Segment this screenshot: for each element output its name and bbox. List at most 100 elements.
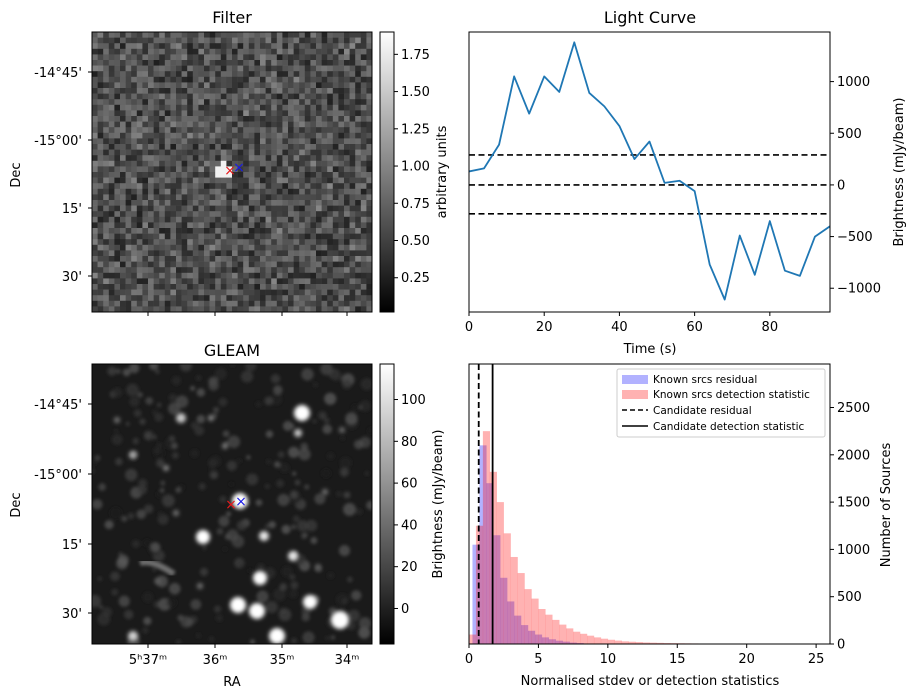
filter-pixel xyxy=(164,88,171,94)
filter-pixel xyxy=(226,48,233,55)
gleam-noise xyxy=(129,396,140,407)
filter-pixel xyxy=(360,200,367,206)
filter-pixel xyxy=(120,104,126,111)
filter-pixel xyxy=(159,121,166,128)
gleam-ytick-label: 15' xyxy=(62,538,82,553)
filter-pixel xyxy=(198,216,205,223)
filter-pixel xyxy=(103,110,110,117)
filter-pixel xyxy=(243,183,250,190)
gleam-source xyxy=(176,413,186,423)
gleam-noise xyxy=(195,633,201,639)
filter-pixel xyxy=(97,76,104,83)
filter-pixel xyxy=(226,93,233,100)
filter-pixel xyxy=(120,37,126,44)
filter-pixel xyxy=(232,166,238,173)
gleam-noise xyxy=(338,544,351,557)
filter-pixel xyxy=(232,88,238,94)
gleam-noise xyxy=(122,368,131,377)
filter-pixel xyxy=(332,205,339,212)
gleam-noise xyxy=(113,428,119,434)
filter-pixel xyxy=(248,188,255,195)
filter-pixel xyxy=(97,138,104,145)
filter-pixel xyxy=(344,295,350,302)
filter-pixel xyxy=(142,256,149,262)
filter-pixel xyxy=(131,177,138,184)
filter-pixel xyxy=(327,43,334,50)
gleam-noise xyxy=(92,468,95,474)
gleam-noise xyxy=(324,392,337,405)
filter-pixel xyxy=(220,116,227,122)
filter-pixel xyxy=(120,65,126,72)
filter-pixel xyxy=(232,306,238,312)
filter-pixel xyxy=(114,155,121,162)
filter-pixel xyxy=(271,60,278,66)
filter-pixel xyxy=(125,194,132,201)
filter-pixel xyxy=(159,256,166,262)
filter-pixel xyxy=(332,261,339,268)
gleam-noise xyxy=(151,409,158,416)
filter-pixel xyxy=(316,93,322,100)
filter-pixel xyxy=(92,60,98,66)
filter-pixel xyxy=(198,127,205,134)
filter-pixel xyxy=(321,200,328,206)
gleam-noise xyxy=(264,483,270,489)
filter-pixel xyxy=(136,261,143,268)
filter-pixel xyxy=(327,284,334,290)
filter-pixel xyxy=(97,295,104,302)
filter-pixel xyxy=(97,200,104,206)
filter-pixel xyxy=(176,166,182,173)
filter-pixel xyxy=(209,160,216,167)
filter-pixel xyxy=(355,121,362,128)
filter-pixel xyxy=(192,116,199,122)
filter-pixel xyxy=(226,200,233,206)
filter-pixel xyxy=(243,37,250,44)
filter-pixel xyxy=(92,99,98,106)
gleam-ytick-label: -15°00' xyxy=(34,468,82,483)
filter-pixel xyxy=(344,121,350,128)
filter-pixel xyxy=(366,127,372,134)
filter-pixel xyxy=(344,194,350,201)
filter-pixel xyxy=(344,216,350,223)
filter-pixel xyxy=(187,239,194,246)
gleam-noise xyxy=(366,500,372,510)
filter-pixel xyxy=(310,295,317,302)
filter-pixel xyxy=(209,211,216,218)
filter-pixel xyxy=(316,138,322,145)
filter-pixel xyxy=(148,99,154,106)
filter-pixel xyxy=(142,222,149,229)
filter-pixel xyxy=(170,211,177,218)
filter-pixel xyxy=(198,172,205,178)
filter-pixel xyxy=(209,132,216,139)
filter-pixel xyxy=(327,244,334,251)
filter-pixel xyxy=(316,37,322,44)
filter-pixel xyxy=(282,132,289,139)
filter-pixel xyxy=(293,188,300,195)
filter-pixel xyxy=(92,71,98,78)
filter-pixel xyxy=(344,76,350,83)
filter-pixel xyxy=(254,132,261,139)
filter-pixel xyxy=(265,76,272,83)
filter-pixel xyxy=(153,272,160,279)
filter-pixel xyxy=(316,43,322,50)
gleam-noise xyxy=(144,504,154,514)
filter-pixel xyxy=(332,177,339,184)
filter-pixel xyxy=(97,121,104,128)
filter-pixel xyxy=(192,138,199,145)
filter-pixel xyxy=(97,300,104,307)
gleam-noise xyxy=(241,370,254,383)
filter-pixel xyxy=(153,88,160,94)
filter-pixel xyxy=(92,183,98,190)
legend-swatch-detection xyxy=(622,390,648,399)
filter-pixel xyxy=(366,188,372,195)
filter-pixel xyxy=(153,300,160,307)
filter-pixel xyxy=(159,54,166,61)
filter-pixel xyxy=(187,250,194,257)
filter-pixel xyxy=(304,244,311,251)
filter-pixel xyxy=(215,76,222,83)
filter-pixel xyxy=(114,300,121,307)
filter-pixel xyxy=(355,60,362,66)
filter-pixel xyxy=(327,222,334,229)
filter-pixel xyxy=(125,233,132,240)
filter-pixel xyxy=(265,121,272,128)
filter-pixel xyxy=(232,82,238,89)
